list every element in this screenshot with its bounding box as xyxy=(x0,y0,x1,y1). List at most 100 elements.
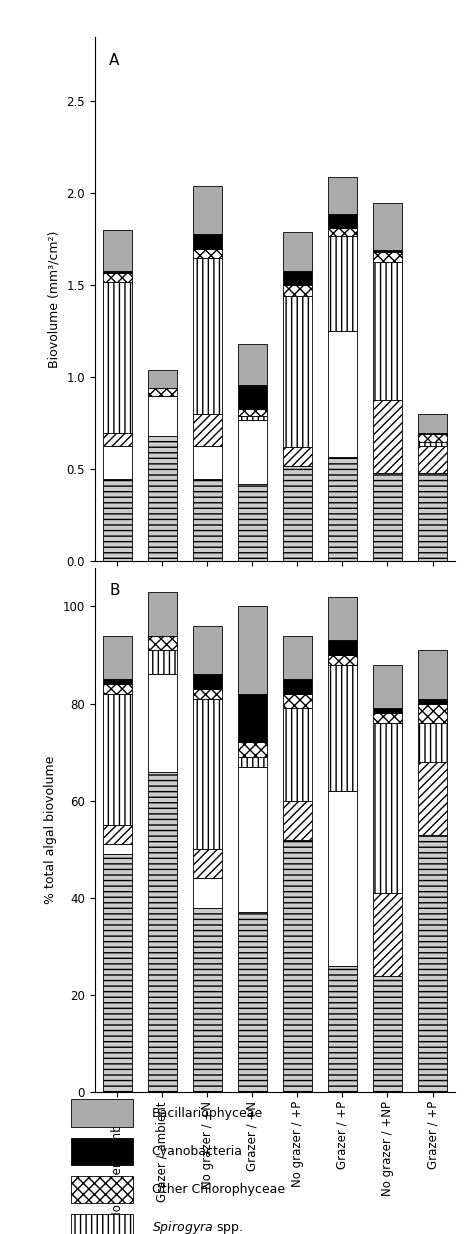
Bar xyxy=(193,479,222,561)
Bar xyxy=(373,202,402,251)
Bar xyxy=(103,826,132,844)
Bar xyxy=(193,415,222,445)
Bar xyxy=(238,416,267,420)
Bar xyxy=(148,592,177,636)
Bar xyxy=(418,433,447,434)
Bar xyxy=(193,849,222,879)
Bar xyxy=(103,479,132,561)
Bar xyxy=(328,332,357,457)
Bar xyxy=(418,723,447,761)
Bar xyxy=(193,234,222,248)
Bar xyxy=(103,694,132,826)
Bar xyxy=(193,445,222,479)
Bar xyxy=(193,698,222,849)
Bar xyxy=(238,756,267,766)
Bar xyxy=(418,703,447,723)
Bar xyxy=(238,420,267,484)
Bar xyxy=(103,433,132,445)
Bar xyxy=(283,296,312,448)
Bar xyxy=(148,650,177,675)
Bar xyxy=(193,879,222,907)
Bar xyxy=(103,281,132,433)
Bar xyxy=(418,442,447,445)
Bar xyxy=(283,448,312,465)
Y-axis label: % total algal biovolume: % total algal biovolume xyxy=(44,755,57,905)
Bar xyxy=(238,408,267,416)
Bar xyxy=(328,966,357,1092)
Bar xyxy=(103,680,132,684)
Bar xyxy=(148,370,177,389)
Bar xyxy=(103,636,132,680)
Bar xyxy=(418,445,447,473)
Bar xyxy=(238,606,267,694)
Bar xyxy=(103,273,132,281)
Bar xyxy=(373,665,402,708)
Bar xyxy=(103,844,132,854)
Bar xyxy=(418,415,447,433)
Bar xyxy=(373,708,402,713)
Bar xyxy=(418,698,447,703)
Bar xyxy=(238,344,267,385)
Bar xyxy=(283,636,312,680)
Bar xyxy=(193,675,222,689)
Bar xyxy=(283,680,312,694)
Bar xyxy=(283,708,312,801)
Bar xyxy=(148,636,177,650)
Bar xyxy=(328,213,357,228)
Bar xyxy=(238,766,267,912)
Bar xyxy=(148,396,177,437)
Bar xyxy=(103,270,132,273)
Bar xyxy=(148,771,177,1092)
Bar xyxy=(193,258,222,415)
Bar xyxy=(418,473,447,561)
Bar xyxy=(103,445,132,479)
Text: A: A xyxy=(109,53,119,68)
Bar xyxy=(283,285,312,296)
Bar xyxy=(328,236,357,332)
Text: Bacillariophyceae: Bacillariophyceae xyxy=(152,1107,263,1119)
Bar xyxy=(328,457,357,561)
Bar xyxy=(238,385,267,408)
Bar xyxy=(328,597,357,640)
Text: Other Chlorophyceae: Other Chlorophyceae xyxy=(152,1183,285,1196)
Text: Cyanobacteria: Cyanobacteria xyxy=(152,1145,243,1157)
Bar xyxy=(373,713,402,723)
Bar xyxy=(418,761,447,834)
Y-axis label: Biovolume (mm³/cm²): Biovolume (mm³/cm²) xyxy=(48,231,61,368)
Bar xyxy=(373,893,402,976)
Bar xyxy=(193,186,222,234)
Bar xyxy=(103,854,132,1092)
Bar xyxy=(328,176,357,213)
Bar xyxy=(418,650,447,698)
Bar xyxy=(328,228,357,236)
Bar xyxy=(103,684,132,694)
Bar xyxy=(373,251,402,252)
Bar xyxy=(193,626,222,675)
Bar xyxy=(373,473,402,561)
Bar xyxy=(238,484,267,561)
Bar xyxy=(283,839,312,1092)
Bar xyxy=(283,801,312,839)
Bar xyxy=(328,665,357,791)
Bar xyxy=(373,976,402,1092)
Bar xyxy=(193,689,222,698)
Bar xyxy=(418,834,447,1092)
Bar xyxy=(283,270,312,285)
Bar xyxy=(373,252,402,262)
Bar xyxy=(328,640,357,655)
Bar xyxy=(283,465,312,561)
Bar xyxy=(373,262,402,400)
Bar xyxy=(193,907,222,1092)
Bar xyxy=(148,675,177,771)
Bar xyxy=(328,655,357,665)
Text: $\it{Spirogyra}$ spp.: $\it{Spirogyra}$ spp. xyxy=(152,1219,243,1234)
Bar xyxy=(418,434,447,442)
Text: B: B xyxy=(109,584,120,598)
Bar xyxy=(103,231,132,270)
Bar xyxy=(193,248,222,258)
Bar xyxy=(328,791,357,966)
Bar xyxy=(238,912,267,1092)
Bar xyxy=(238,743,267,756)
Bar xyxy=(238,694,267,743)
Bar xyxy=(373,723,402,893)
